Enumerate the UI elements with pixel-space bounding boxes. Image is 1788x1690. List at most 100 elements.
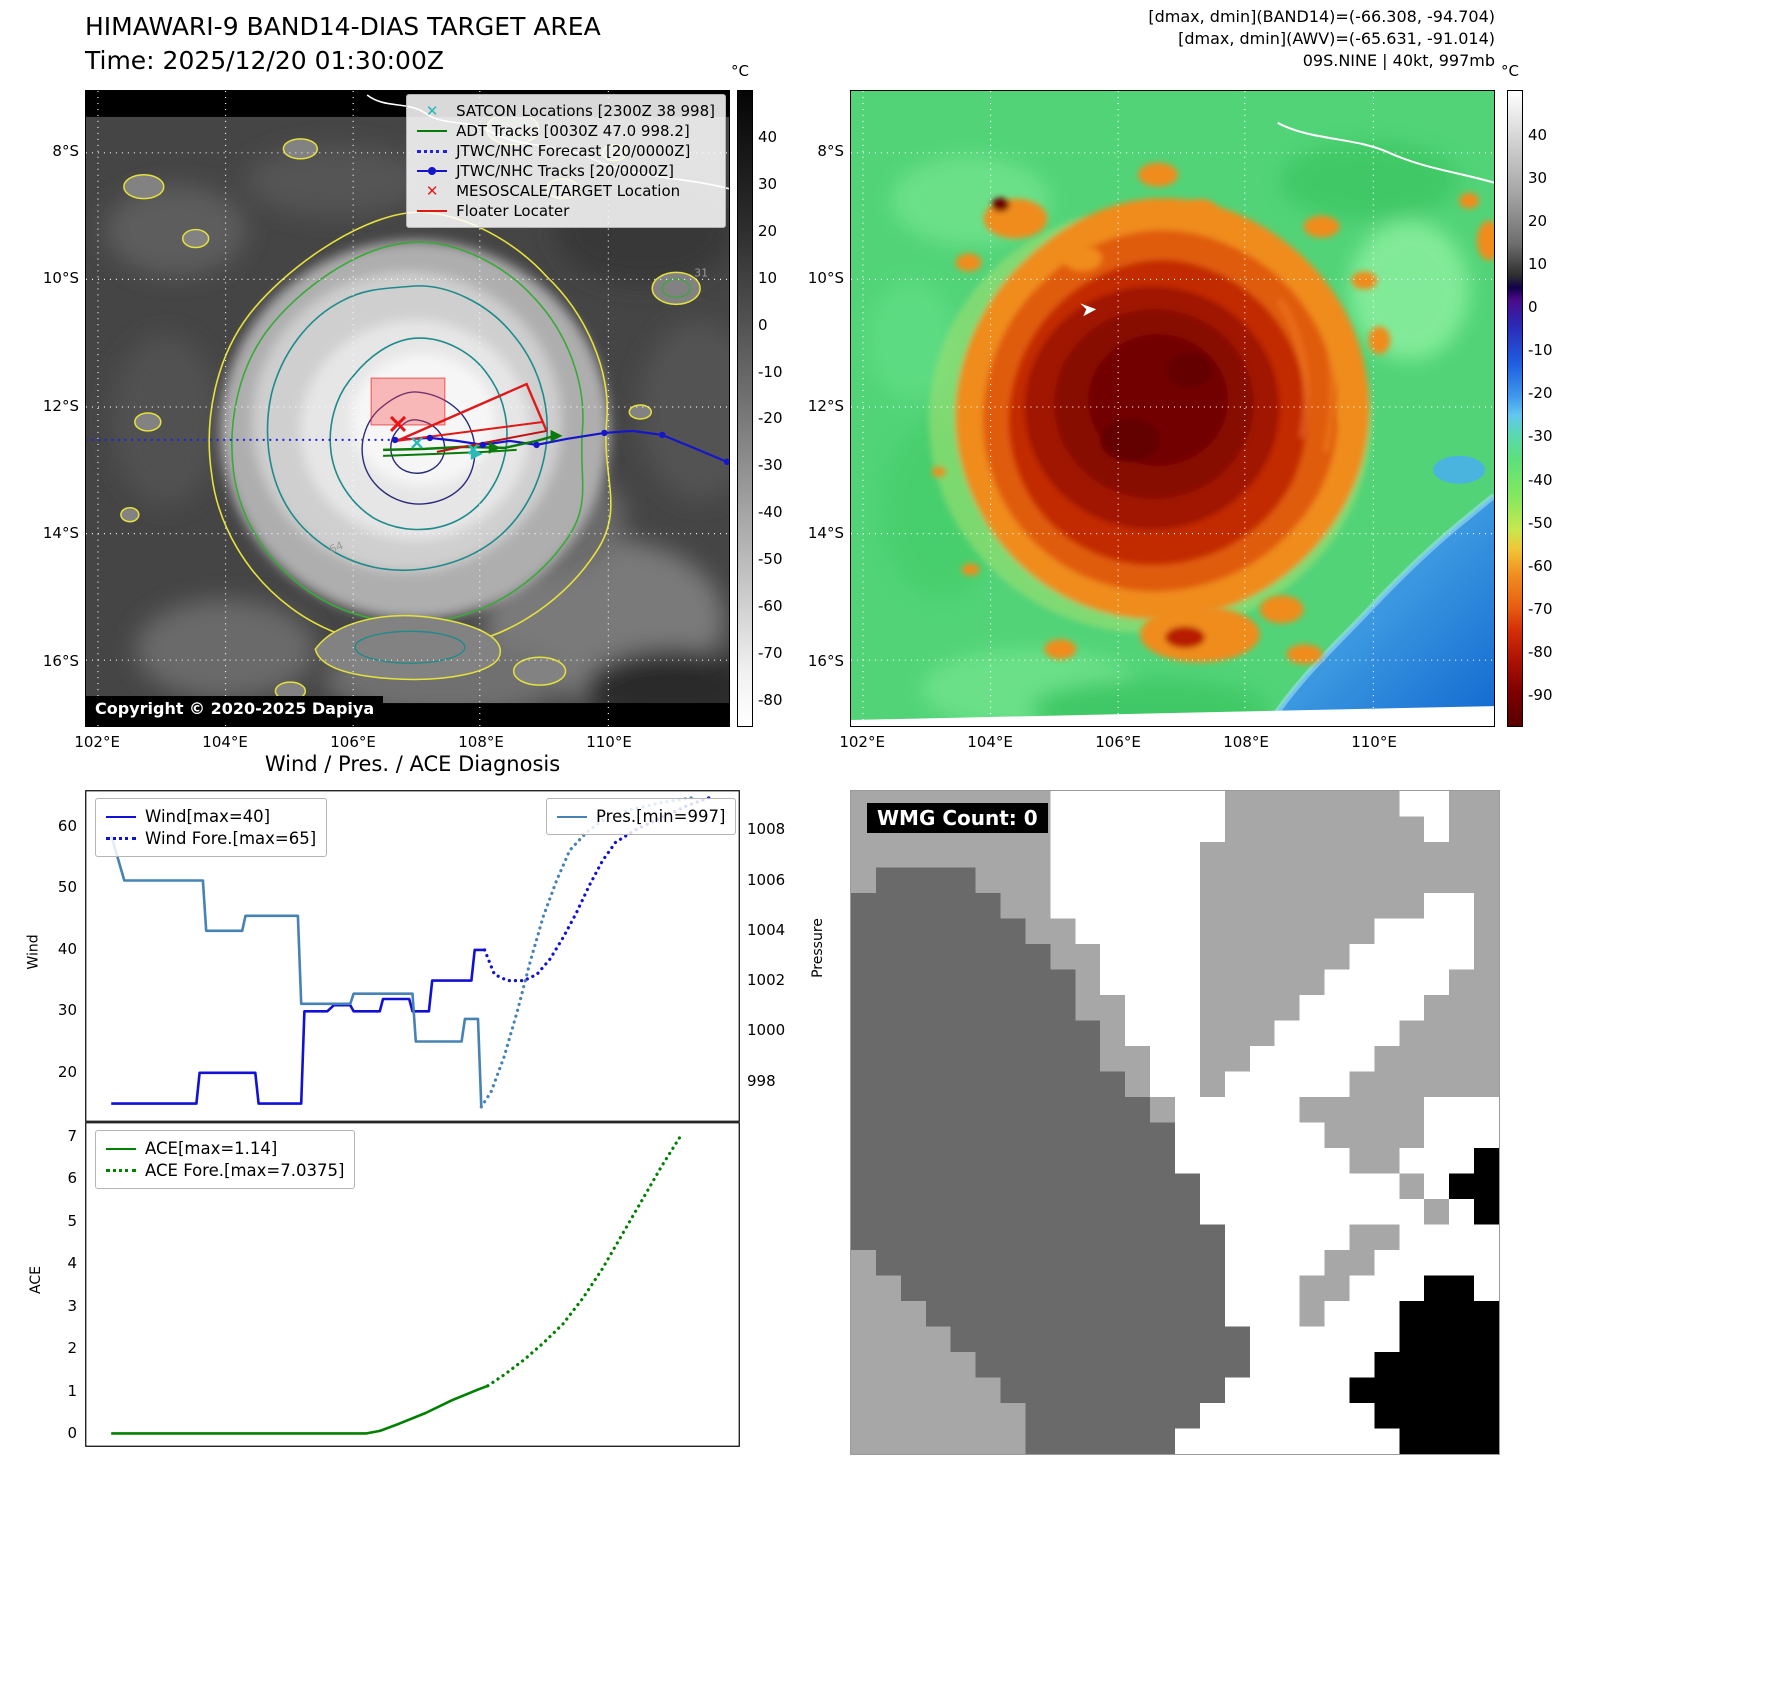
legend-label: ACE[max=1.14]	[145, 1139, 278, 1158]
band14-colorbar-tick: 10	[758, 268, 778, 287]
adt-track-2	[383, 448, 517, 457]
awv-colorbar-tick: -80	[1528, 643, 1553, 662]
awv-colorbar-tick: 0	[1528, 298, 1538, 317]
series-Pres.[min=997]	[109, 834, 483, 1107]
awv-colorbar-tick: -50	[1528, 513, 1553, 532]
awv-lon-tick: 110°E	[1351, 733, 1397, 751]
series-ACE[max=1.14]	[111, 1384, 489, 1435]
y-axis-tick-right: 1008	[747, 820, 786, 839]
legend-label: ADT Tracks [0030Z 47.0 998.2]	[456, 122, 690, 140]
awv-colorbar-tick: 20	[1528, 211, 1548, 230]
y-axis-tick-right: 1004	[747, 920, 786, 939]
band14-colorbar-tick: -70	[758, 643, 783, 662]
awv-colorbar-tick: -10	[1528, 341, 1553, 360]
legend-marker-dotted	[417, 149, 448, 153]
band14-colorbar-tick: -40	[758, 503, 783, 522]
y-axis-tick: 50	[57, 878, 77, 897]
legend-marker-dotted	[106, 1169, 136, 1172]
legend-entry: ACE Fore.[max=7.0375]	[106, 1161, 344, 1180]
awv-colorbar-unit: °C	[1501, 62, 1519, 80]
awv-lon-tick: 106°E	[1095, 733, 1141, 751]
warm-sector	[1267, 495, 1494, 726]
awv-lat-tick: 8°S	[817, 141, 844, 160]
legend-marker-x: ✕	[425, 182, 439, 200]
band14-lat-tick: 16°S	[42, 651, 79, 670]
legend-entry: ACE[max=1.14]	[106, 1139, 344, 1158]
awv-colorbar	[1507, 90, 1523, 727]
legend-entry: Pres.[min=997]	[557, 807, 725, 826]
band14-colorbar-tick: -60	[758, 596, 783, 615]
copyright-label: Copyright © 2020-2025 Dapiya	[86, 696, 384, 721]
floater-track-1	[396, 382, 548, 442]
band14-colorbar-tick: 40	[758, 128, 778, 147]
wmg-map-panel: WMG Count: 0	[850, 790, 1500, 1455]
warm-sector-edge	[1265, 493, 1494, 726]
wind-barb-marker	[1080, 303, 1097, 317]
jtwc-track	[394, 429, 728, 463]
awv-lat-tick: 16°S	[807, 651, 844, 670]
awv-colorbar-tick: -70	[1528, 599, 1553, 618]
y-axis-tick: 7	[67, 1126, 77, 1145]
legend-label: Wind Fore.[max=65]	[145, 829, 317, 848]
y-axis-tick-right: 1006	[747, 870, 786, 889]
legend-label: JTWC/NHC Tracks [20/0000Z]	[456, 162, 674, 180]
lat-lon-grid	[86, 91, 729, 726]
wind-legend: Wind[max=40] Wind Fore.[max=65]	[95, 798, 328, 857]
band14-lat-tick: 14°S	[42, 524, 79, 543]
y-axis-tick: 20	[57, 1062, 77, 1081]
band14-colorbar	[737, 90, 753, 727]
lat-lon-grid	[851, 91, 1494, 726]
storm-core	[928, 198, 1372, 634]
legend-marker-x: ✕	[425, 102, 439, 120]
awv-colorbar-tick: -30	[1528, 427, 1553, 446]
band14-lat-tick: 12°S	[42, 396, 79, 415]
awv-colorbar-tick: -60	[1528, 556, 1553, 575]
track-markers	[389, 415, 563, 460]
legend-entry: ✕ MESOSCALE/TARGET Location	[417, 182, 715, 200]
awv-colorbar-tick: 40	[1528, 125, 1548, 144]
legend-marker-line-dot	[417, 166, 448, 176]
series-Wind[max=40]	[111, 948, 485, 1105]
awv-colorbar-tick: -20	[1528, 384, 1553, 403]
legend-marker-solid	[106, 815, 136, 818]
legend-label: Floater Locater	[456, 202, 570, 220]
band14-title: HIMAWARI-9 BAND14-DIAS TARGET AREA	[85, 12, 601, 41]
band14-colorbar-tick: -10	[758, 362, 783, 381]
diagnosis-title: Wind / Pres. / ACE Diagnosis	[264, 752, 561, 776]
contour-value-label: 64	[327, 539, 345, 556]
legend-label: Pres.[min=997]	[596, 807, 726, 826]
wmg-grid-image	[851, 791, 1499, 1454]
warm-patch	[1433, 455, 1486, 484]
band14-lon-tick: 108°E	[458, 733, 504, 751]
awv-lon-tick: 102°E	[839, 733, 885, 751]
band14-colorbar-tick: -20	[758, 409, 783, 428]
jtwc-track-points	[391, 429, 729, 466]
y-axis-tick: 3	[67, 1296, 77, 1315]
band14-lon-tick: 110°E	[586, 733, 632, 751]
awv-colorbar-tick: -90	[1528, 686, 1553, 705]
legend-entry: ✕ SATCON Locations [2300Z 38 998]	[417, 102, 715, 120]
legend-entry: JTWC/NHC Tracks [20/0000Z]	[417, 162, 715, 180]
y-axis-tick: 40	[57, 939, 77, 958]
band14-colorbar-tick: 30	[758, 175, 778, 194]
y-axis-tick: 1	[67, 1381, 77, 1400]
band14-lat-tick: 8°S	[52, 141, 79, 160]
y-axis-tick: 6	[67, 1169, 77, 1188]
y-axis-tick: 4	[67, 1254, 77, 1273]
legend-entry: Floater Locater	[417, 202, 715, 220]
band14-lon-tick: 106°E	[330, 733, 376, 751]
y-axis-tick: 60	[57, 816, 77, 835]
awv-lat-tick: 14°S	[807, 524, 844, 543]
convective-patches	[931, 162, 1494, 665]
legend-entry: ADT Tracks [0030Z 47.0 998.2]	[417, 122, 715, 140]
wmg-count-label: WMG Count: 0	[867, 803, 1048, 833]
series-Pres. Forecast	[479, 795, 696, 1109]
legend-label: JTWC/NHC Forecast [20/0000Z]	[456, 142, 691, 160]
y-axis-tick: 2	[67, 1339, 77, 1358]
band14-colorbar-unit: °C	[731, 62, 749, 80]
legend-entry: Wind Fore.[max=65]	[106, 829, 316, 848]
band14-colorbar-tick: 0	[758, 315, 768, 334]
y-axis-tick: 30	[57, 1001, 77, 1020]
legend-marker-solid	[557, 815, 587, 818]
